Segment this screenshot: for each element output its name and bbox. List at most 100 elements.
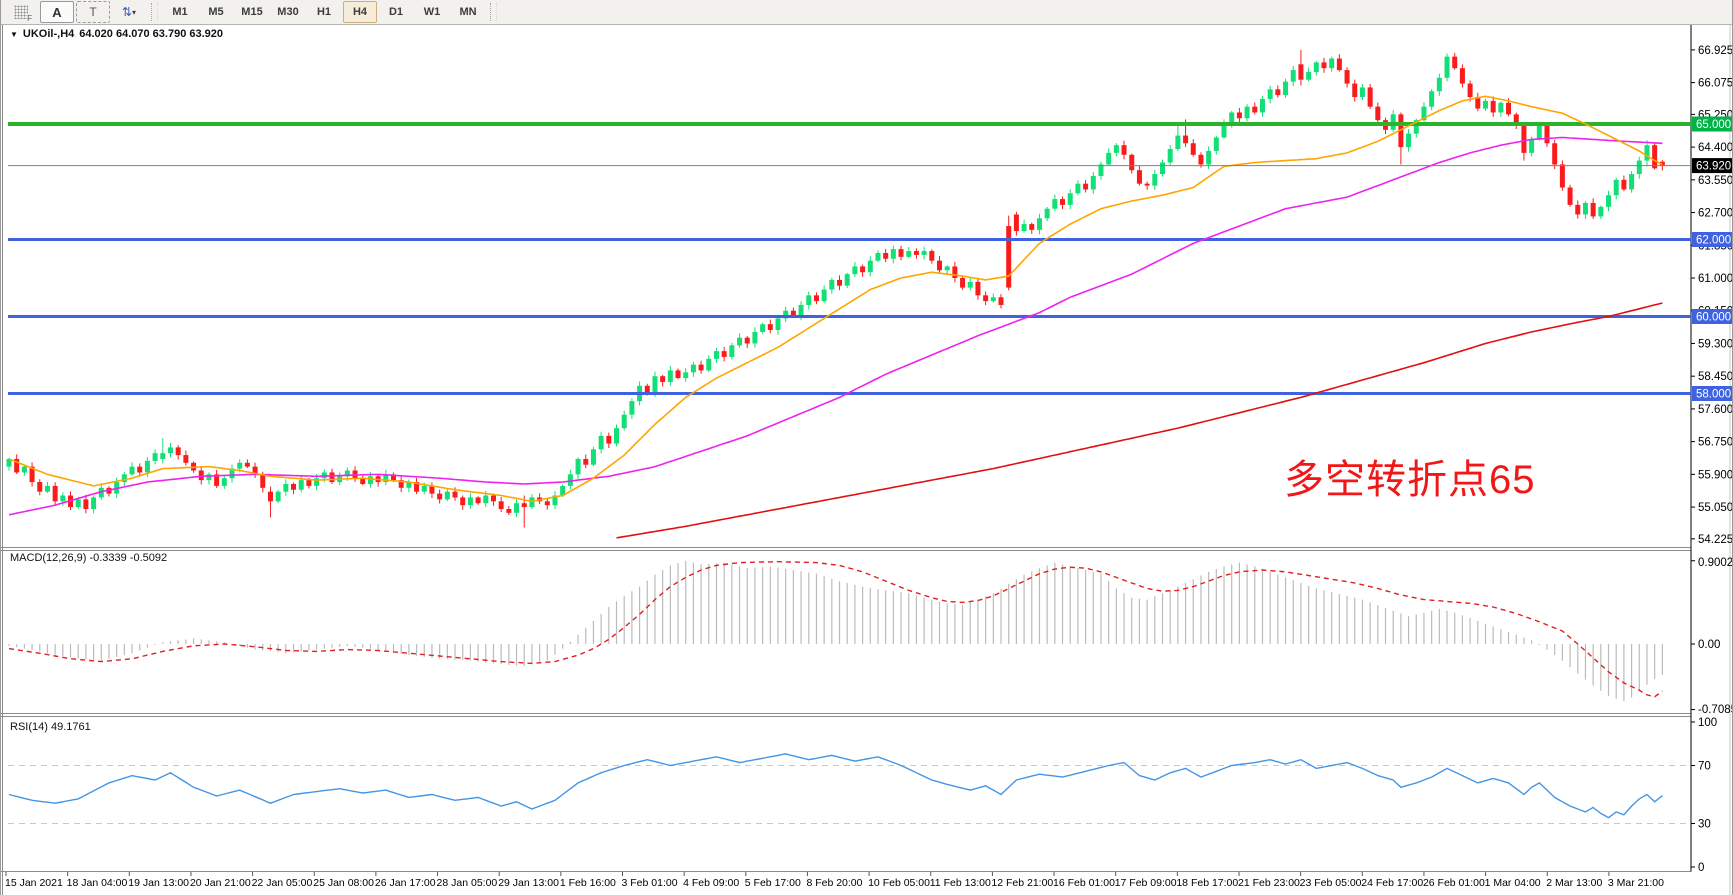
time-tick-label: 18 Jan 04:00 — [67, 877, 128, 889]
macd-tick-label: -0.7085 — [1698, 704, 1733, 716]
chart-title: ▼ UKOil-,H4 64.020 64.070 63.790 63.920 — [10, 28, 223, 40]
time-tick-label: 12 Feb 21:00 — [991, 877, 1053, 889]
timeframe-label: M30 — [277, 6, 299, 18]
timeframe-label: M1 — [172, 6, 188, 18]
time-tick-label: 29 Jan 13:00 — [498, 877, 559, 889]
arrows-icon: ⇅ — [121, 5, 132, 19]
level-price-badge-label: 65.000 — [1696, 119, 1731, 131]
timeframe-label: H4 — [352, 6, 368, 18]
tab-timeframe-m15[interactable]: M15 — [235, 1, 269, 23]
macd-signal-line — [8, 560, 1663, 698]
timeframe-label: M15 — [241, 6, 263, 18]
time-tick-label: 21 Feb 23:00 — [1238, 877, 1300, 889]
tab-timeframe-m1[interactable]: M1 — [163, 1, 197, 23]
tab-timeframe-w1[interactable]: W1 — [415, 1, 449, 23]
time-tick-label: 5 Feb 17:00 — [745, 877, 801, 889]
timeframe-label: MN — [459, 6, 477, 18]
grid-dots-icon: F — [14, 5, 32, 23]
time-tick-label: 26 Feb 01:00 — [1423, 877, 1485, 889]
price-tick-label: 58.450 — [1698, 371, 1733, 383]
time-tick-label: 1 Feb 16:00 — [560, 877, 616, 889]
timeframe-group: M1 M5 M15 M30 H1 H4 D1 W1 MN — [163, 1, 485, 23]
time-tick-label: 28 Jan 05:00 — [437, 877, 498, 889]
macd-histogram — [8, 560, 1663, 702]
rsi-pane: 100 70 30 0 — [8, 717, 1717, 874]
macd-tick-label: 0.9002 — [1698, 557, 1733, 569]
rsi-tick-label: 70 — [1698, 761, 1711, 773]
price-tick-label: 66.925 — [1698, 45, 1733, 57]
time-tick-label: 1 Mar 04:00 — [1485, 877, 1541, 889]
macd-label: MACD(12,26,9) -0.3339 -0.5092 — [10, 552, 168, 564]
rsi-tick-label: 30 — [1698, 819, 1711, 831]
axis-level-boxes: 65.000 62.000 60.000 58.000 63.920 — [1692, 116, 1732, 401]
price-tick-label: 61.000 — [1698, 273, 1733, 285]
time-tick-label: 11 Feb 13:00 — [930, 877, 991, 889]
time-tick-label: 20 Jan 21:00 — [190, 877, 251, 889]
price-tick-label: 64.400 — [1698, 142, 1733, 154]
time-tick-label: 3 Mar 21:00 — [1608, 877, 1664, 889]
tab-timeframe-h1[interactable]: H1 — [307, 1, 341, 23]
time-axis: 15 Jan 2021 18 Jan 04:00 19 Jan 13:00 20 Ja… — [5, 872, 1664, 889]
chart-grid-button[interactable]: F — [4, 1, 38, 23]
level-price-badge — [1692, 309, 1732, 324]
timeframe-label: W1 — [423, 6, 441, 18]
current-price-badge — [1692, 158, 1732, 174]
ohlc-values: 64.020 64.070 63.790 63.920 — [79, 28, 224, 40]
toolbar-separator — [151, 3, 158, 21]
level-price-badge-label: 62.000 — [1696, 235, 1731, 247]
price-tick-label: 63.550 — [1698, 175, 1733, 187]
tab-timeframe-m30[interactable]: M30 — [271, 1, 305, 23]
ma-mid-magenta-line — [8, 136, 1663, 516]
macd-tick-label: 0.00 — [1698, 639, 1720, 651]
timeframe-label: M5 — [208, 6, 224, 18]
tab-timeframe-d1[interactable]: D1 — [379, 1, 413, 23]
tab-timeframe-mn[interactable]: MN — [451, 1, 485, 23]
text-tool-button[interactable]: T — [76, 1, 110, 23]
candles — [6, 50, 1665, 528]
text-t-icon: T — [89, 5, 97, 19]
price-tick-label: 54.225 — [1698, 534, 1733, 546]
price-tick-label: 62.700 — [1698, 208, 1733, 220]
time-tick-label: 2 Mar 13:00 — [1546, 877, 1602, 889]
time-tick-label: 24 Feb 17:00 — [1361, 877, 1423, 889]
rsi-tick-label: 0 — [1698, 862, 1704, 874]
time-tick-label: 19 Jan 13:00 — [128, 877, 189, 889]
time-tick-label: 18 Feb 17:00 — [1176, 877, 1238, 889]
price-tick-label: 55.900 — [1698, 469, 1733, 481]
time-tick-label: 25 Jan 08:00 — [313, 877, 374, 889]
ma-slow-red-line — [616, 302, 1663, 539]
current-price-badge-label: 63.920 — [1696, 161, 1731, 173]
price-chart-pane[interactable]: 66.92566.07565.25064.40063.55062.70061.8… — [1, 24, 1733, 895]
collapse-triangle-icon[interactable]: ▼ — [10, 29, 18, 39]
level-price-badge — [1692, 386, 1732, 401]
time-tick-label: 23 Feb 05:00 — [1300, 877, 1362, 889]
tab-timeframe-m5[interactable]: M5 — [199, 1, 233, 23]
price-tick-label: 55.050 — [1698, 502, 1733, 514]
symbol-period-label: UKOil-,H4 — [22, 28, 75, 40]
time-tick-label: 10 Feb 05:00 — [868, 877, 930, 889]
tab-timeframe-h4[interactable]: H4 — [343, 1, 377, 23]
arrow-tool-button[interactable]: A — [40, 1, 74, 23]
time-tick-label: 26 Jan 17:00 — [375, 877, 436, 889]
cursor-a-icon: A — [52, 4, 62, 20]
crosshair-arrows-button[interactable]: ⇅ ▾ — [112, 1, 146, 23]
time-tick-label: 15 Jan 2021 — [5, 877, 63, 889]
macd-pane: 0.9002 0.00 -0.7085 — [1691, 557, 1733, 716]
time-tick-label: 17 Feb 09:00 — [1115, 877, 1177, 889]
level-price-badge — [1692, 232, 1732, 247]
toolbar-separator — [490, 3, 497, 21]
time-tick-label: 16 Feb 01:00 — [1053, 877, 1115, 889]
ma-fast-orange-line — [8, 95, 1663, 503]
timeframe-label: D1 — [388, 6, 404, 18]
level-price-badge-label: 58.000 — [1696, 389, 1731, 401]
timeframe-label: H1 — [316, 6, 332, 18]
time-tick-label: 3 Feb 01:00 — [622, 877, 678, 889]
annotation-text: 多空转折点65 — [1284, 458, 1536, 502]
toolbar: F A T ⇅ ▾ M1 M5 M15 M30 H1 H4 D1 W1 MN — [1, 0, 1732, 25]
level-price-badge — [1692, 116, 1732, 132]
time-tick-label: 4 Feb 09:00 — [683, 877, 739, 889]
level-price-badge-label: 60.000 — [1696, 312, 1731, 324]
time-tick-label: 22 Jan 05:00 — [252, 877, 313, 889]
rsi-line — [8, 753, 1663, 819]
